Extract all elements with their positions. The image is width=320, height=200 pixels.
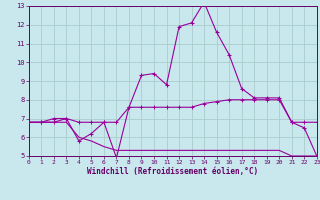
X-axis label: Windchill (Refroidissement éolien,°C): Windchill (Refroidissement éolien,°C) [87, 167, 258, 176]
